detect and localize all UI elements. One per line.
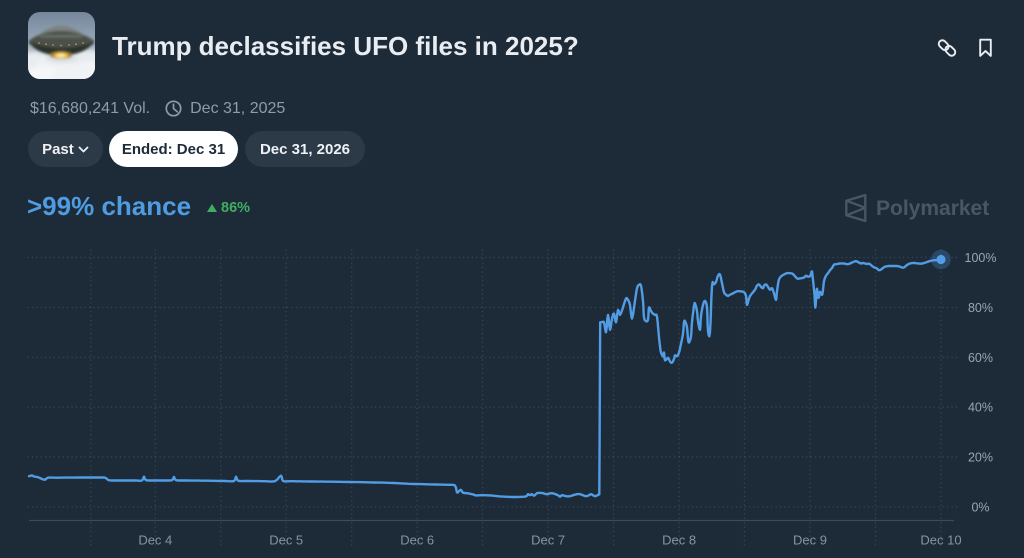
svg-text:Dec 7: Dec 7 <box>531 533 565 548</box>
svg-text:60%: 60% <box>968 351 993 365</box>
svg-text:Dec 10: Dec 10 <box>920 533 961 548</box>
svg-text:Dec 6: Dec 6 <box>400 533 434 548</box>
svg-text:20%: 20% <box>968 451 993 465</box>
svg-text:Dec 5: Dec 5 <box>269 533 303 548</box>
svg-text:100%: 100% <box>965 251 997 265</box>
svg-text:Dec 8: Dec 8 <box>662 533 696 548</box>
svg-text:Dec 4: Dec 4 <box>138 533 172 548</box>
svg-text:40%: 40% <box>968 401 993 415</box>
svg-text:Dec 9: Dec 9 <box>793 533 827 548</box>
svg-text:80%: 80% <box>968 301 993 315</box>
svg-text:0%: 0% <box>971 500 989 514</box>
